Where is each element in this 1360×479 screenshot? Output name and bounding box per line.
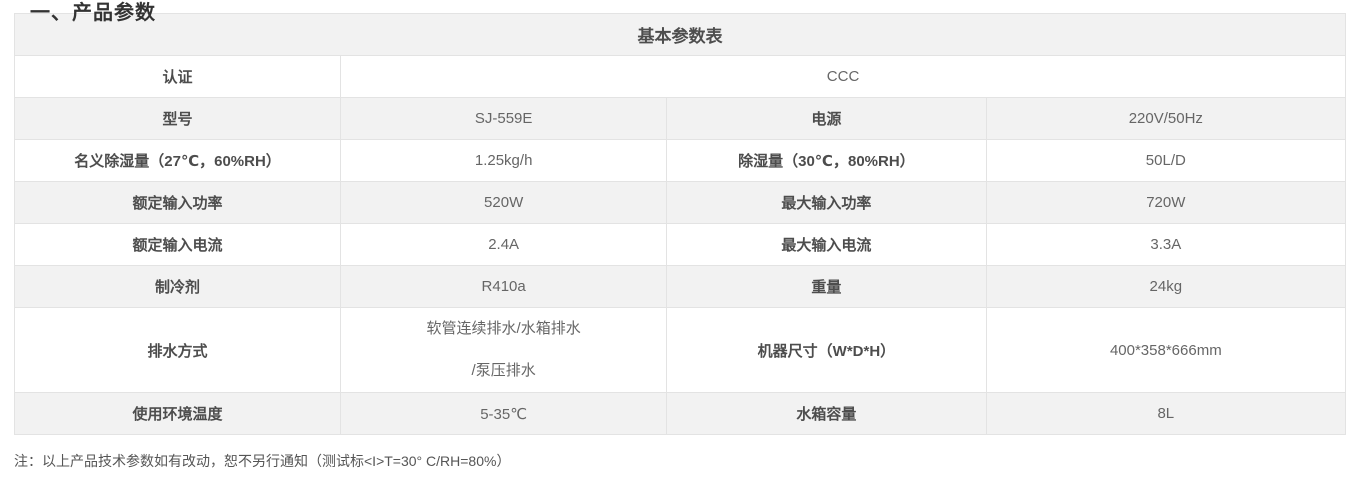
table-row: 认证 CCC	[13, 55, 1346, 98]
footnote: 注：以上产品技术参数如有改动，恕不另行通知（测试标<I>T=30° C/RH=8…	[14, 453, 511, 469]
spec-value: SJ-559E	[340, 97, 668, 140]
table-row: 名义除湿量（27℃，60%RH） 1.25kg/h 除湿量（30℃，80%RH） 50…	[13, 139, 1347, 182]
spec-value: CCC	[340, 55, 1346, 98]
spec-label: 除湿量（30℃，80%RH）	[666, 139, 987, 182]
spec-label: 认证	[13, 55, 342, 98]
clipped-page-heading: 一、产品参数	[30, 2, 156, 24]
spec-label: 最大输入功率	[666, 181, 987, 224]
spec-label: 最大输入电流	[666, 223, 987, 266]
spec-label: 使用环境温度	[13, 392, 342, 435]
spec-value: 3.3A	[985, 223, 1347, 266]
table-row: 型号 SJ-559E 电源 220V/50Hz	[13, 97, 1347, 140]
spec-label: 水箱容量	[666, 392, 987, 435]
spec-value: 8L	[985, 392, 1347, 435]
table-row: 制冷剂 R410a 重量 24kg	[13, 265, 1347, 308]
spec-value: 1.25kg/h	[340, 139, 668, 182]
spec-label: 额定输入电流	[13, 223, 342, 266]
spec-label: 排水方式	[13, 307, 342, 393]
spec-label: 重量	[666, 265, 987, 308]
spec-label: 额定输入功率	[13, 181, 342, 224]
spec-value: 5-35℃	[340, 392, 668, 435]
spec-value: 24kg	[985, 265, 1347, 308]
spec-value: R410a	[340, 265, 668, 308]
spec-label: 电源	[666, 97, 987, 140]
spec-label: 机器尺寸（W*D*H）	[666, 307, 987, 393]
spec-table-title: 基本参数表	[14, 13, 1346, 56]
spec-table: 基本参数表 认证 CCC 型号 SJ-559E 电源 220V/50Hz 名义除湿量（27℃…	[13, 13, 1347, 435]
spec-value: 50L/D	[985, 139, 1347, 182]
spec-value-line: 软管连续排水/水箱排水	[426, 320, 581, 337]
table-row: 排水方式 软管连续排水/水箱排水/泵压排水 机器尺寸（W*D*H） 400*358*6…	[13, 307, 1347, 393]
spec-label: 名义除湿量（27℃，60%RH）	[13, 139, 342, 182]
spec-value: 400*358*666mm	[985, 307, 1347, 393]
spec-label: 型号	[13, 97, 342, 140]
spec-value: 520W	[340, 181, 668, 224]
spec-value-line: /泵压排水	[471, 362, 536, 379]
table-row: 使用环境温度 5-35℃ 水箱容量 8L	[13, 392, 1347, 435]
spec-value: 720W	[985, 181, 1347, 224]
table-row: 额定输入电流 2.4A 最大输入电流 3.3A	[13, 223, 1347, 266]
table-row: 额定输入功率 520W 最大输入功率 720W	[13, 181, 1347, 224]
spec-value: 220V/50Hz	[985, 97, 1347, 140]
spec-value: 软管连续排水/水箱排水/泵压排水	[340, 307, 668, 393]
spec-label: 制冷剂	[13, 265, 342, 308]
spec-value: 2.4A	[340, 223, 668, 266]
